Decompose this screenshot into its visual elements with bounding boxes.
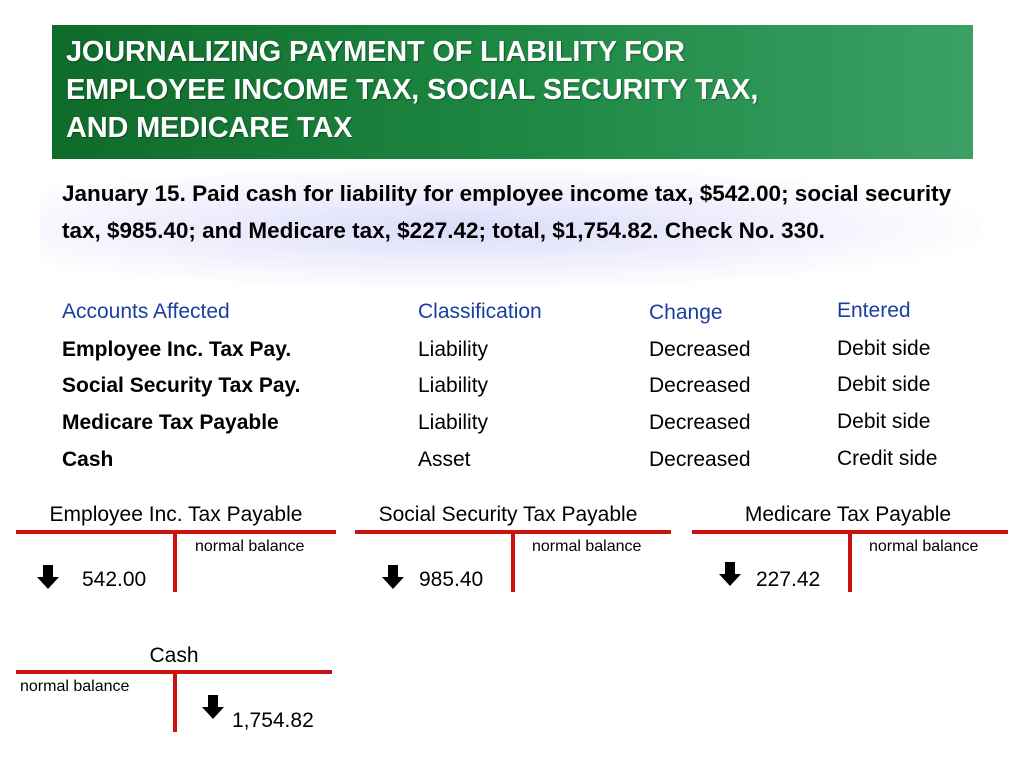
transaction-statement: January 15. Paid cash for liability for …	[62, 181, 952, 243]
row-3-account: Medicare Tax Payable	[62, 411, 279, 434]
row-1-account: Employee Inc. Tax Pay.	[62, 338, 292, 361]
t-account-top-line	[16, 670, 332, 674]
header-accounts-affected: Accounts Affected	[62, 300, 230, 323]
t-account-title: Medicare Tax Payable	[744, 503, 952, 526]
row-3-classification: Liability	[418, 411, 489, 434]
t-account-divider	[511, 534, 515, 592]
t-account-title: Employee Inc. Tax Payable	[49, 503, 303, 526]
row-2-change: Decreased	[649, 374, 751, 397]
row-3-change: Decreased	[649, 411, 751, 434]
header-change: Change	[649, 301, 723, 324]
t-account-divider	[173, 534, 177, 592]
normal-balance-label: normal balance	[20, 678, 130, 695]
row-3-entered: Debit side	[837, 410, 931, 433]
debit-amount: 985.40	[419, 568, 484, 591]
t-account-title: Cash	[149, 644, 199, 667]
down-arrow-icon	[37, 565, 59, 589]
row-1-classification: Liability	[418, 338, 489, 361]
row-4-entered: Credit side	[837, 447, 938, 470]
transaction-highlight	[40, 168, 980, 288]
t-account-top-line	[692, 530, 1008, 534]
down-arrow-icon	[382, 565, 404, 589]
row-2-classification: Liability	[418, 374, 489, 397]
row-4-classification: Asset	[418, 448, 471, 471]
header-entered: Entered	[837, 299, 911, 322]
t-account-title: Social Security Tax Payable	[378, 503, 638, 526]
slide-title: JOURNALIZING PAYMENT OF LIABILITY FOR EM…	[66, 36, 759, 144]
row-1-change: Decreased	[649, 338, 751, 361]
normal-balance-label: normal balance	[532, 538, 642, 555]
row-1-entered: Debit side	[837, 337, 931, 360]
down-arrow-icon	[202, 695, 224, 719]
debit-amount: 227.42	[756, 568, 821, 591]
debit-amount: 542.00	[82, 568, 147, 591]
header-classification: Classification	[418, 300, 542, 323]
t-account-top-line	[355, 530, 671, 534]
normal-balance-label: normal balance	[869, 538, 979, 555]
t-account-divider	[848, 534, 852, 592]
title-banner: JOURNALIZING PAYMENT OF LIABILITY FOR EM…	[52, 25, 973, 159]
row-4-account: Cash	[62, 448, 114, 471]
credit-amount: 1,754.82	[232, 709, 314, 732]
t-account-divider	[173, 674, 177, 732]
t-account-top-line	[16, 530, 336, 534]
row-2-entered: Debit side	[837, 373, 931, 396]
row-4-change: Decreased	[649, 448, 751, 471]
down-arrow-icon	[719, 562, 741, 586]
row-2-account: Social Security Tax Pay.	[62, 374, 301, 397]
normal-balance-label: normal balance	[195, 538, 305, 555]
